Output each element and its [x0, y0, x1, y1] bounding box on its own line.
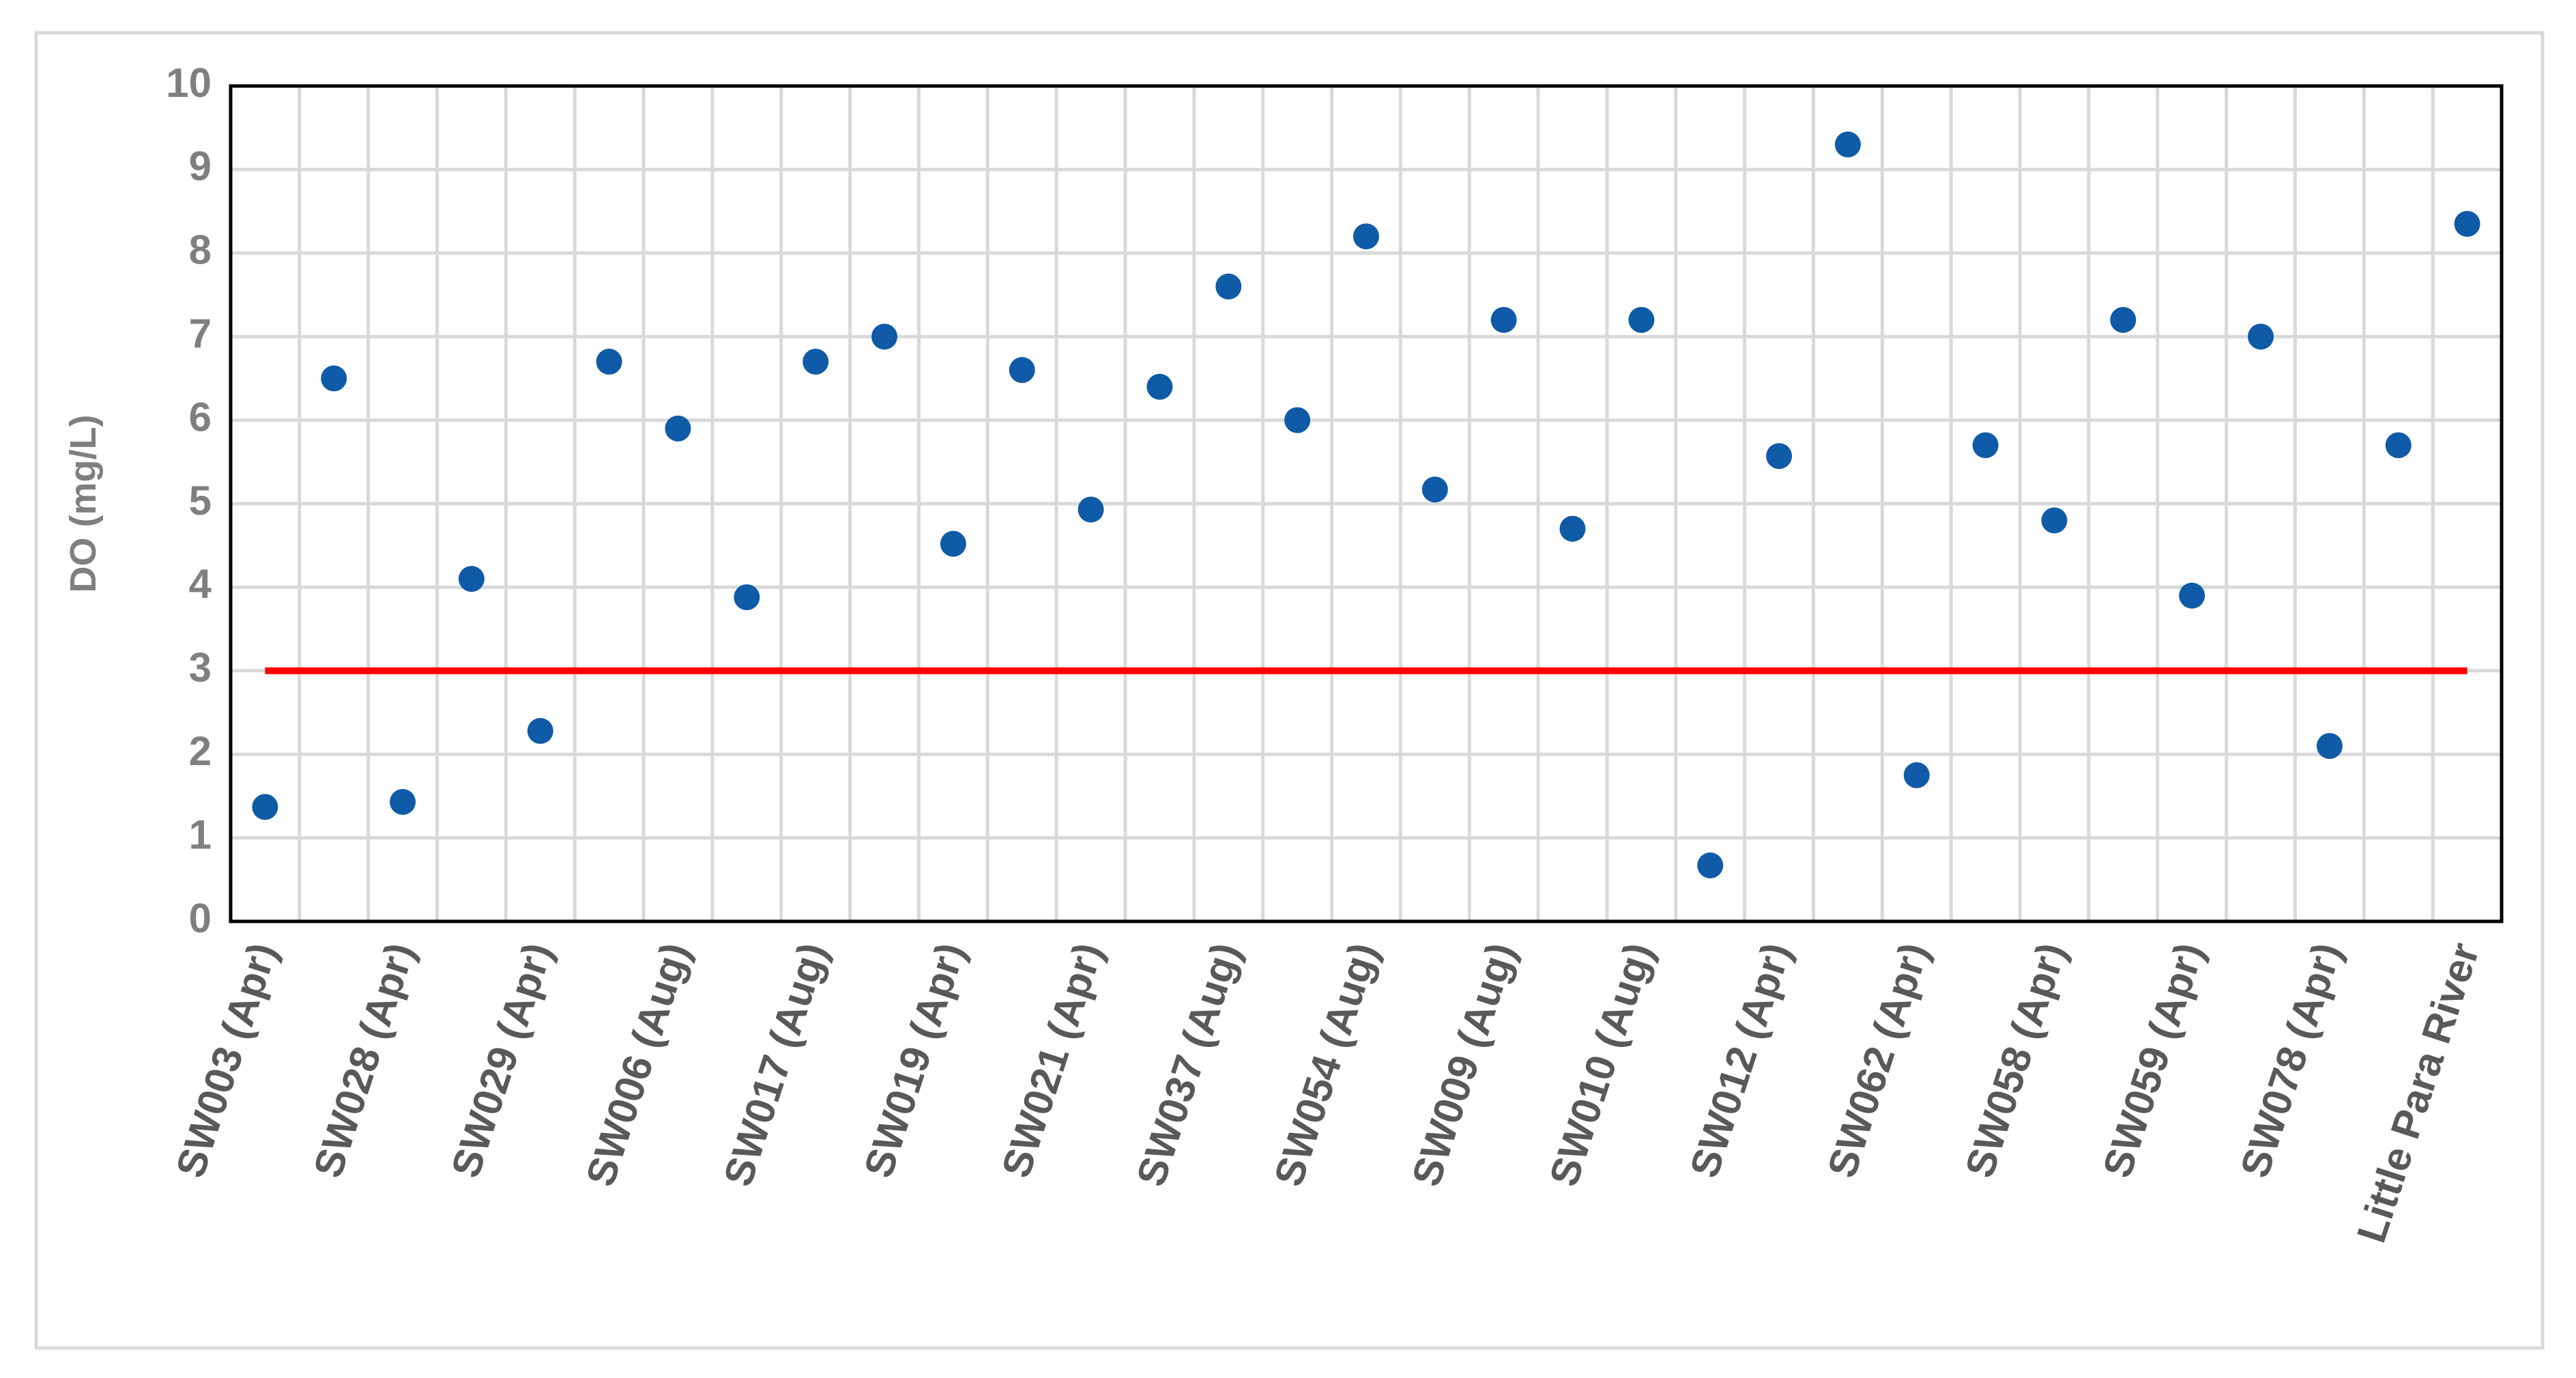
- plot-frame: [229, 84, 2504, 923]
- point: [458, 566, 484, 592]
- y-tick-label: 1: [189, 812, 212, 857]
- point: [1766, 443, 1793, 470]
- x-tick-label: SW078 (Apr): [2231, 937, 2350, 1183]
- point: [802, 348, 829, 375]
- y-tick-label: 3: [189, 645, 212, 691]
- y-tick-label: 6: [189, 394, 212, 440]
- point: [2454, 210, 2480, 237]
- y-tick-label: 5: [189, 478, 212, 523]
- point: [596, 348, 622, 375]
- x-tick-label: SW010 (Aug): [1541, 937, 1662, 1192]
- point: [390, 788, 416, 815]
- point: [527, 717, 553, 744]
- y-tick-label: 7: [189, 311, 212, 356]
- x-tick-label: SW062 (Apr): [1819, 937, 1937, 1183]
- y-tick-label: 0: [189, 895, 212, 941]
- point: [1490, 306, 1517, 333]
- x-tick-label: SW054 (Aug): [1265, 937, 1387, 1192]
- point: [2041, 507, 2068, 534]
- x-tick-label: SW012 (Apr): [1681, 937, 1800, 1183]
- point: [1903, 762, 1930, 788]
- point: [1284, 407, 1311, 433]
- point: [940, 530, 966, 557]
- x-tick-label: SW006 (Aug): [577, 937, 699, 1192]
- x-tick-label: SW028 (Apr): [305, 937, 424, 1183]
- point: [2248, 324, 2274, 350]
- point: [1077, 496, 1104, 523]
- x-tick-label: SW003 (Apr): [167, 937, 286, 1183]
- point: [1972, 432, 1999, 459]
- point: [1353, 223, 1379, 250]
- point: [2385, 432, 2412, 459]
- x-tick-label: SW029 (Apr): [442, 937, 561, 1183]
- point: [1834, 131, 1861, 158]
- point: [321, 365, 347, 392]
- point: [2179, 582, 2205, 609]
- x-tick-label: SW019 (Apr): [855, 937, 974, 1183]
- point: [2110, 306, 2137, 333]
- x-tick-label: SW037 (Aug): [1128, 937, 1249, 1192]
- point: [252, 794, 278, 820]
- point: [734, 584, 760, 611]
- x-tick-label: SW017 (Aug): [715, 937, 837, 1192]
- y-tick-label: 9: [189, 143, 212, 189]
- y-tick-label: 2: [189, 728, 212, 774]
- y-tick-label: 10: [166, 60, 212, 106]
- point: [665, 415, 691, 442]
- y-tick-label: 8: [189, 227, 212, 273]
- y-axis-title: DO (mg/L): [63, 415, 104, 593]
- x-tick-label: SW059 (Apr): [2094, 937, 2213, 1183]
- y-tick-label: 4: [189, 561, 212, 607]
- point: [1697, 852, 1724, 878]
- x-tick-label: SW021 (Apr): [993, 937, 1112, 1183]
- x-tick-label: SW058 (Apr): [1956, 937, 2075, 1183]
- point: [1559, 515, 1586, 542]
- point: [1146, 373, 1173, 400]
- point: [1421, 476, 1448, 503]
- x-tick-label: Little Para River: [2348, 937, 2488, 1248]
- point: [2316, 732, 2343, 759]
- point: [871, 324, 898, 350]
- x-tick-label: SW009 (Aug): [1403, 937, 1524, 1192]
- chart-border: [34, 31, 2545, 1350]
- point: [1628, 306, 1655, 333]
- point: [1215, 273, 1242, 300]
- point: [1009, 357, 1035, 384]
